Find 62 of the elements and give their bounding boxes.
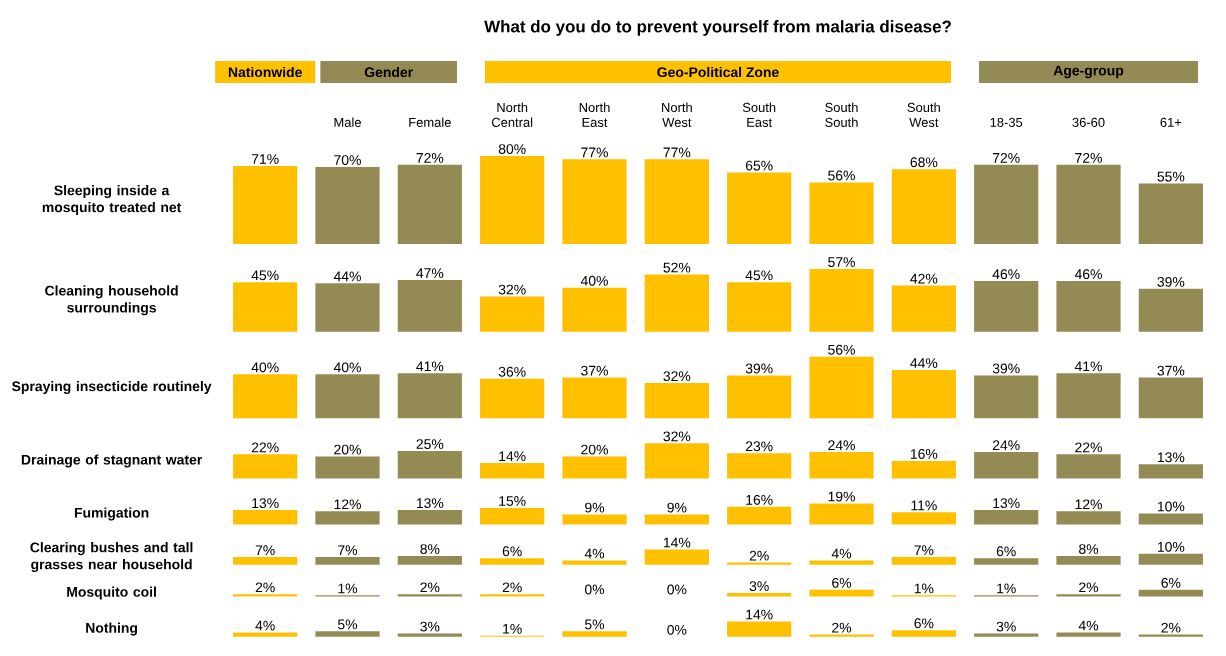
bar	[644, 274, 709, 332]
bar	[397, 279, 462, 332]
bar	[891, 369, 956, 419]
bar	[809, 356, 874, 419]
bar	[974, 281, 1039, 332]
bar	[562, 159, 627, 244]
bar	[1056, 454, 1121, 479]
bar	[562, 287, 627, 332]
bar	[562, 377, 627, 419]
bar	[562, 456, 627, 479]
bar	[233, 374, 298, 419]
bar	[315, 557, 380, 565]
bar	[233, 454, 298, 479]
bar	[1138, 377, 1203, 419]
bar	[974, 558, 1039, 565]
bar	[233, 282, 298, 332]
bar	[809, 268, 874, 332]
bar	[891, 460, 956, 479]
bar	[480, 463, 545, 479]
bar	[644, 383, 709, 419]
bar	[480, 296, 545, 332]
bar	[974, 375, 1039, 419]
bar	[809, 182, 874, 244]
bar	[727, 172, 792, 244]
bar	[397, 556, 462, 565]
bar	[480, 155, 545, 244]
bar	[1056, 556, 1121, 565]
bar	[1138, 288, 1203, 332]
bar	[480, 558, 545, 565]
bar	[1056, 164, 1121, 244]
bar	[644, 549, 709, 565]
bar	[315, 456, 380, 479]
bar	[891, 557, 956, 565]
bar	[644, 443, 709, 479]
bar	[891, 630, 956, 637]
bar	[480, 378, 545, 419]
bar	[727, 282, 792, 332]
bar	[397, 373, 462, 419]
bar	[233, 557, 298, 565]
bar	[974, 164, 1039, 244]
bar	[315, 283, 380, 332]
bar	[397, 451, 462, 479]
bar	[727, 621, 792, 637]
bar	[1138, 183, 1203, 244]
bar	[891, 169, 956, 244]
bar	[315, 631, 380, 637]
bar	[315, 166, 380, 244]
bar	[315, 374, 380, 419]
bar	[891, 285, 956, 332]
bar	[1138, 553, 1203, 565]
bar	[1138, 464, 1203, 479]
bar	[974, 452, 1039, 479]
bar	[644, 159, 709, 244]
chart-title: What do you do to prevent yourself from malaria disease?	[484, 20, 951, 36]
bar	[727, 375, 792, 419]
bar	[397, 164, 462, 244]
bar	[233, 165, 298, 244]
bar	[1056, 281, 1121, 332]
bar	[1056, 373, 1121, 419]
bar	[809, 452, 874, 479]
bar	[727, 453, 792, 479]
bar	[562, 631, 627, 637]
